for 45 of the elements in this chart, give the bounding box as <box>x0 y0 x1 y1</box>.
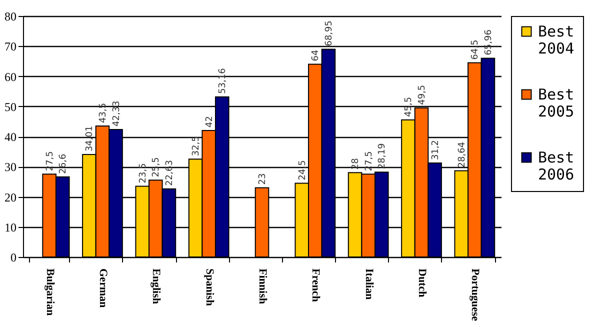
data-label: 64,5 <box>470 40 481 60</box>
data-label: 53,16 <box>218 68 228 94</box>
legend-label: Best 2004 <box>538 22 574 58</box>
y-tick-label: 30 <box>4 160 16 174</box>
y-tick-label: 10 <box>4 220 16 234</box>
y-tick-label: 70 <box>4 40 16 54</box>
data-label: 68,95 <box>324 20 334 46</box>
data-label: 23 <box>258 173 268 185</box>
y-tick-label: 50 <box>4 100 16 114</box>
data-label: 64 <box>311 49 322 62</box>
data-label: 49,5 <box>418 84 428 105</box>
x-tick-label: English <box>150 268 162 304</box>
x-tick-label: Dutch <box>416 268 428 298</box>
x-tick-label: French <box>310 268 322 302</box>
data-label: 65,96 <box>484 29 494 56</box>
y-tick-label: 0 <box>10 250 16 264</box>
x-tick-label: Spanish <box>203 268 216 306</box>
data-label: 32,5 <box>192 136 202 156</box>
x-tick-label: Bulgarian <box>44 268 56 316</box>
data-label: 22,63 <box>164 160 175 186</box>
data-label: 25,5 <box>152 157 162 178</box>
y-tick-label: 40 <box>4 130 16 144</box>
y-tick-label: 60 <box>4 70 16 84</box>
data-label: 28,19 <box>378 143 388 170</box>
data-label: 27,5 <box>364 151 374 172</box>
data-label: 28 <box>351 158 362 170</box>
x-tick-label: Italian <box>362 268 375 300</box>
data-label: 23,5 <box>138 163 148 184</box>
data-label: 45,5 <box>404 96 414 117</box>
data-label: 42 <box>204 116 215 128</box>
x-tick-label: Portuguese <box>469 268 482 322</box>
data-label: 34,01 <box>85 126 96 152</box>
legend-label: Best 2005 <box>538 86 574 120</box>
data-label: 24,5 <box>298 160 308 180</box>
data-label: 26,6 <box>58 154 69 174</box>
data-label: 31,2 <box>430 140 441 160</box>
x-tick-label: Finnish <box>256 268 268 304</box>
y-tick-label: 20 <box>4 190 16 204</box>
x-tick-label: German <box>96 268 109 308</box>
data-label: 28,64 <box>457 142 468 168</box>
legend-label: Best 2006 <box>538 148 574 184</box>
y-tick-label: 80 <box>4 10 16 24</box>
data-label: 27,5 <box>45 151 56 172</box>
data-label: 43,5 <box>98 102 108 123</box>
data-label: 42,33 <box>112 100 122 126</box>
